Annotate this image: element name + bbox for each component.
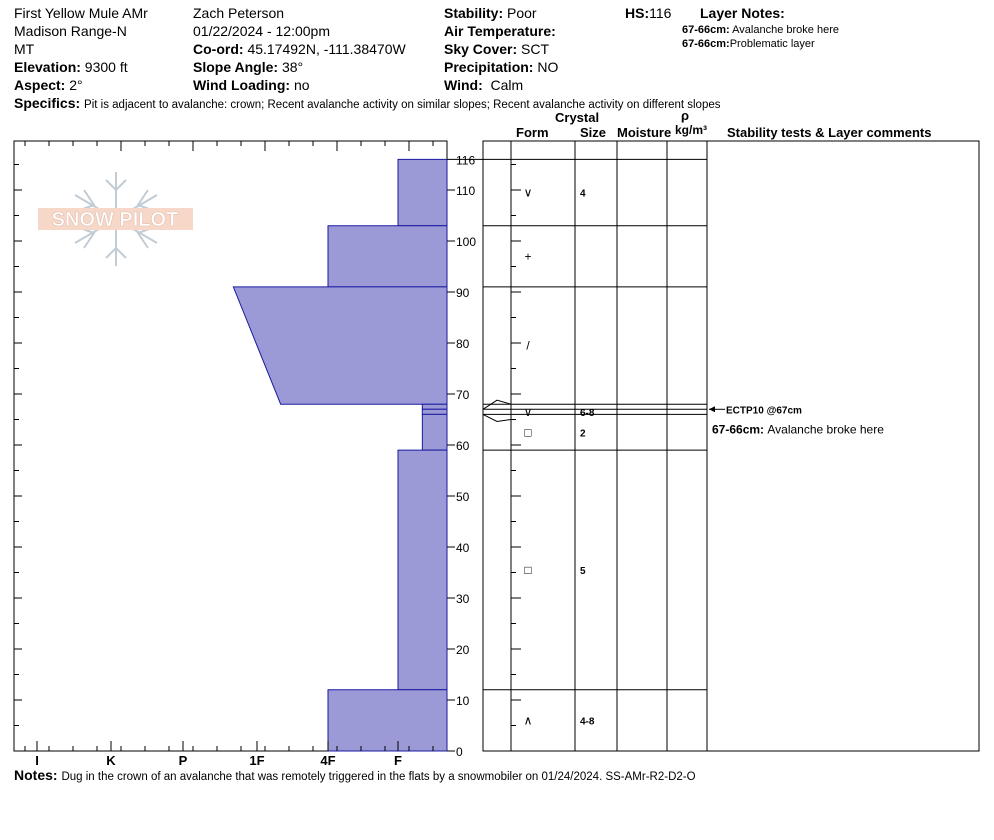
snow-height-row: HS:116 [625, 5, 672, 21]
layer-comment: 67-66cm: Avalanche broke here [712, 422, 884, 436]
layer-note-2: 67-66cm:Problematic layer [682, 38, 815, 50]
crystal-form-7: □ [524, 563, 531, 577]
hardness-label-1F: 1F [249, 753, 264, 768]
crystal-form-2: + [524, 249, 531, 263]
height-label-100: 100 [456, 235, 476, 249]
crystal-size-1: 4 [580, 189, 586, 200]
crystal-form-6: □ [524, 425, 531, 439]
stability-comments: ECTP10 @67cm 67-66cm: Avalanche broke her… [709, 405, 884, 436]
rho-header: ρ [681, 108, 690, 123]
height-label-50: 50 [456, 490, 470, 504]
crystal-size-8: 4-8 [580, 716, 595, 727]
height-label-20: 20 [456, 643, 470, 657]
hardness-layer-2 [327, 225, 448, 288]
height-label-90: 90 [456, 286, 470, 300]
crystal-form-5: ∨ [524, 405, 533, 419]
hardness-layer-4 [421, 403, 448, 410]
height-label-30: 30 [456, 592, 470, 606]
logo-band [38, 208, 193, 230]
height-label-60: 60 [456, 439, 470, 453]
height-label-0: 0 [456, 745, 463, 759]
layer-connector-top [482, 399, 512, 410]
moisture-header: Moisture [617, 125, 672, 140]
hardness-label-I: I [35, 753, 39, 768]
location-name: First Yellow Mule AMr [14, 5, 148, 21]
notes-row: Notes: Dug in the crown of an avalanche … [14, 767, 696, 783]
wind-row: Wind: Calm [444, 77, 524, 93]
height-axis: 0 10 20 30 40 50 60 70 80 90 100 110 116 [14, 153, 483, 759]
size-header: Size [580, 125, 607, 140]
height-label-110: 110 [456, 184, 475, 198]
comments-header: Stability tests & Layer comments [727, 125, 932, 140]
snowpilot-logo: SNOW PILOT [38, 172, 193, 266]
crystal-form-8: ∧ [524, 713, 533, 727]
hardness-layer-6 [421, 413, 448, 451]
elevation-row: Elevation: 9300 ft [14, 59, 128, 75]
hardness-label-P: P [179, 753, 188, 768]
hardness-label-K: K [106, 753, 116, 768]
crystal-form-3: / [526, 339, 530, 353]
layer-notes-title: Layer Notes: [700, 5, 785, 21]
hardness-profile [232, 158, 448, 752]
observation-datetime: 01/22/2024 - 12:00pm [193, 23, 330, 39]
arrow-head-icon [709, 406, 715, 413]
top-axis-ticks [24, 141, 434, 151]
coordinates-row: Co-ord: 45.17492N, -111.38470W [193, 41, 406, 57]
stability-row: Stability: Poor [444, 5, 537, 21]
logo-text: SNOW PILOT [52, 209, 179, 231]
layer-table-frame [482, 140, 980, 752]
height-label-80: 80 [456, 337, 470, 351]
layer-rows: ∨ 4 + / ∨ 6-8 □ 2 □ 5 ∧ 4-8 [483, 158, 707, 752]
air-temperature-row: Air Temperature: [444, 23, 556, 39]
height-label-hs: 116 [456, 153, 475, 167]
observer-name: Zach Peterson [193, 5, 285, 21]
density-header: kg/m³ [675, 123, 708, 137]
crystal-header: Crystal [555, 110, 600, 125]
hardness-label-4F: 4F [320, 753, 335, 768]
range-name: Madison Range-N [14, 23, 127, 39]
layer-connector-bottom [482, 413, 512, 423]
hardness-layer-5 [421, 408, 448, 415]
hardness-layer-8 [327, 689, 448, 752]
table-height-ticks [482, 164, 521, 726]
height-label-70: 70 [456, 388, 470, 402]
specifics-row: Specifics: Pit is adjacent to avalanche:… [14, 95, 721, 111]
crystal-form-1: ∨ [524, 186, 533, 200]
slope-angle-row: Slope Angle: 38° [193, 59, 304, 75]
wind-loading-row: Wind Loading: no [193, 77, 310, 93]
crystal-size-6: 2 [580, 428, 586, 439]
state-name: MT [14, 41, 35, 57]
hardness-label-F: F [394, 753, 402, 768]
stability-test-label: ECTP10 @67cm [726, 405, 802, 416]
form-header: Form [516, 125, 549, 140]
hardness-layer-1 [397, 158, 448, 227]
hardness-layer-3 [232, 286, 448, 405]
crystal-size-7: 5 [580, 566, 586, 577]
layer-note-1: 67-66cm: Avalanche broke here [682, 24, 839, 36]
crystal-size-5: 6-8 [580, 408, 595, 419]
precipitation-row: Precipitation: NO [444, 59, 559, 75]
hardness-layer-7 [397, 449, 448, 691]
height-label-10: 10 [456, 694, 470, 708]
aspect-row: Aspect: 2° [14, 77, 83, 93]
sky-cover-row: Sky Cover: SCT [444, 41, 550, 57]
height-label-40: 40 [456, 541, 470, 555]
hardness-axis: I K P 1F 4F F [24, 741, 434, 768]
